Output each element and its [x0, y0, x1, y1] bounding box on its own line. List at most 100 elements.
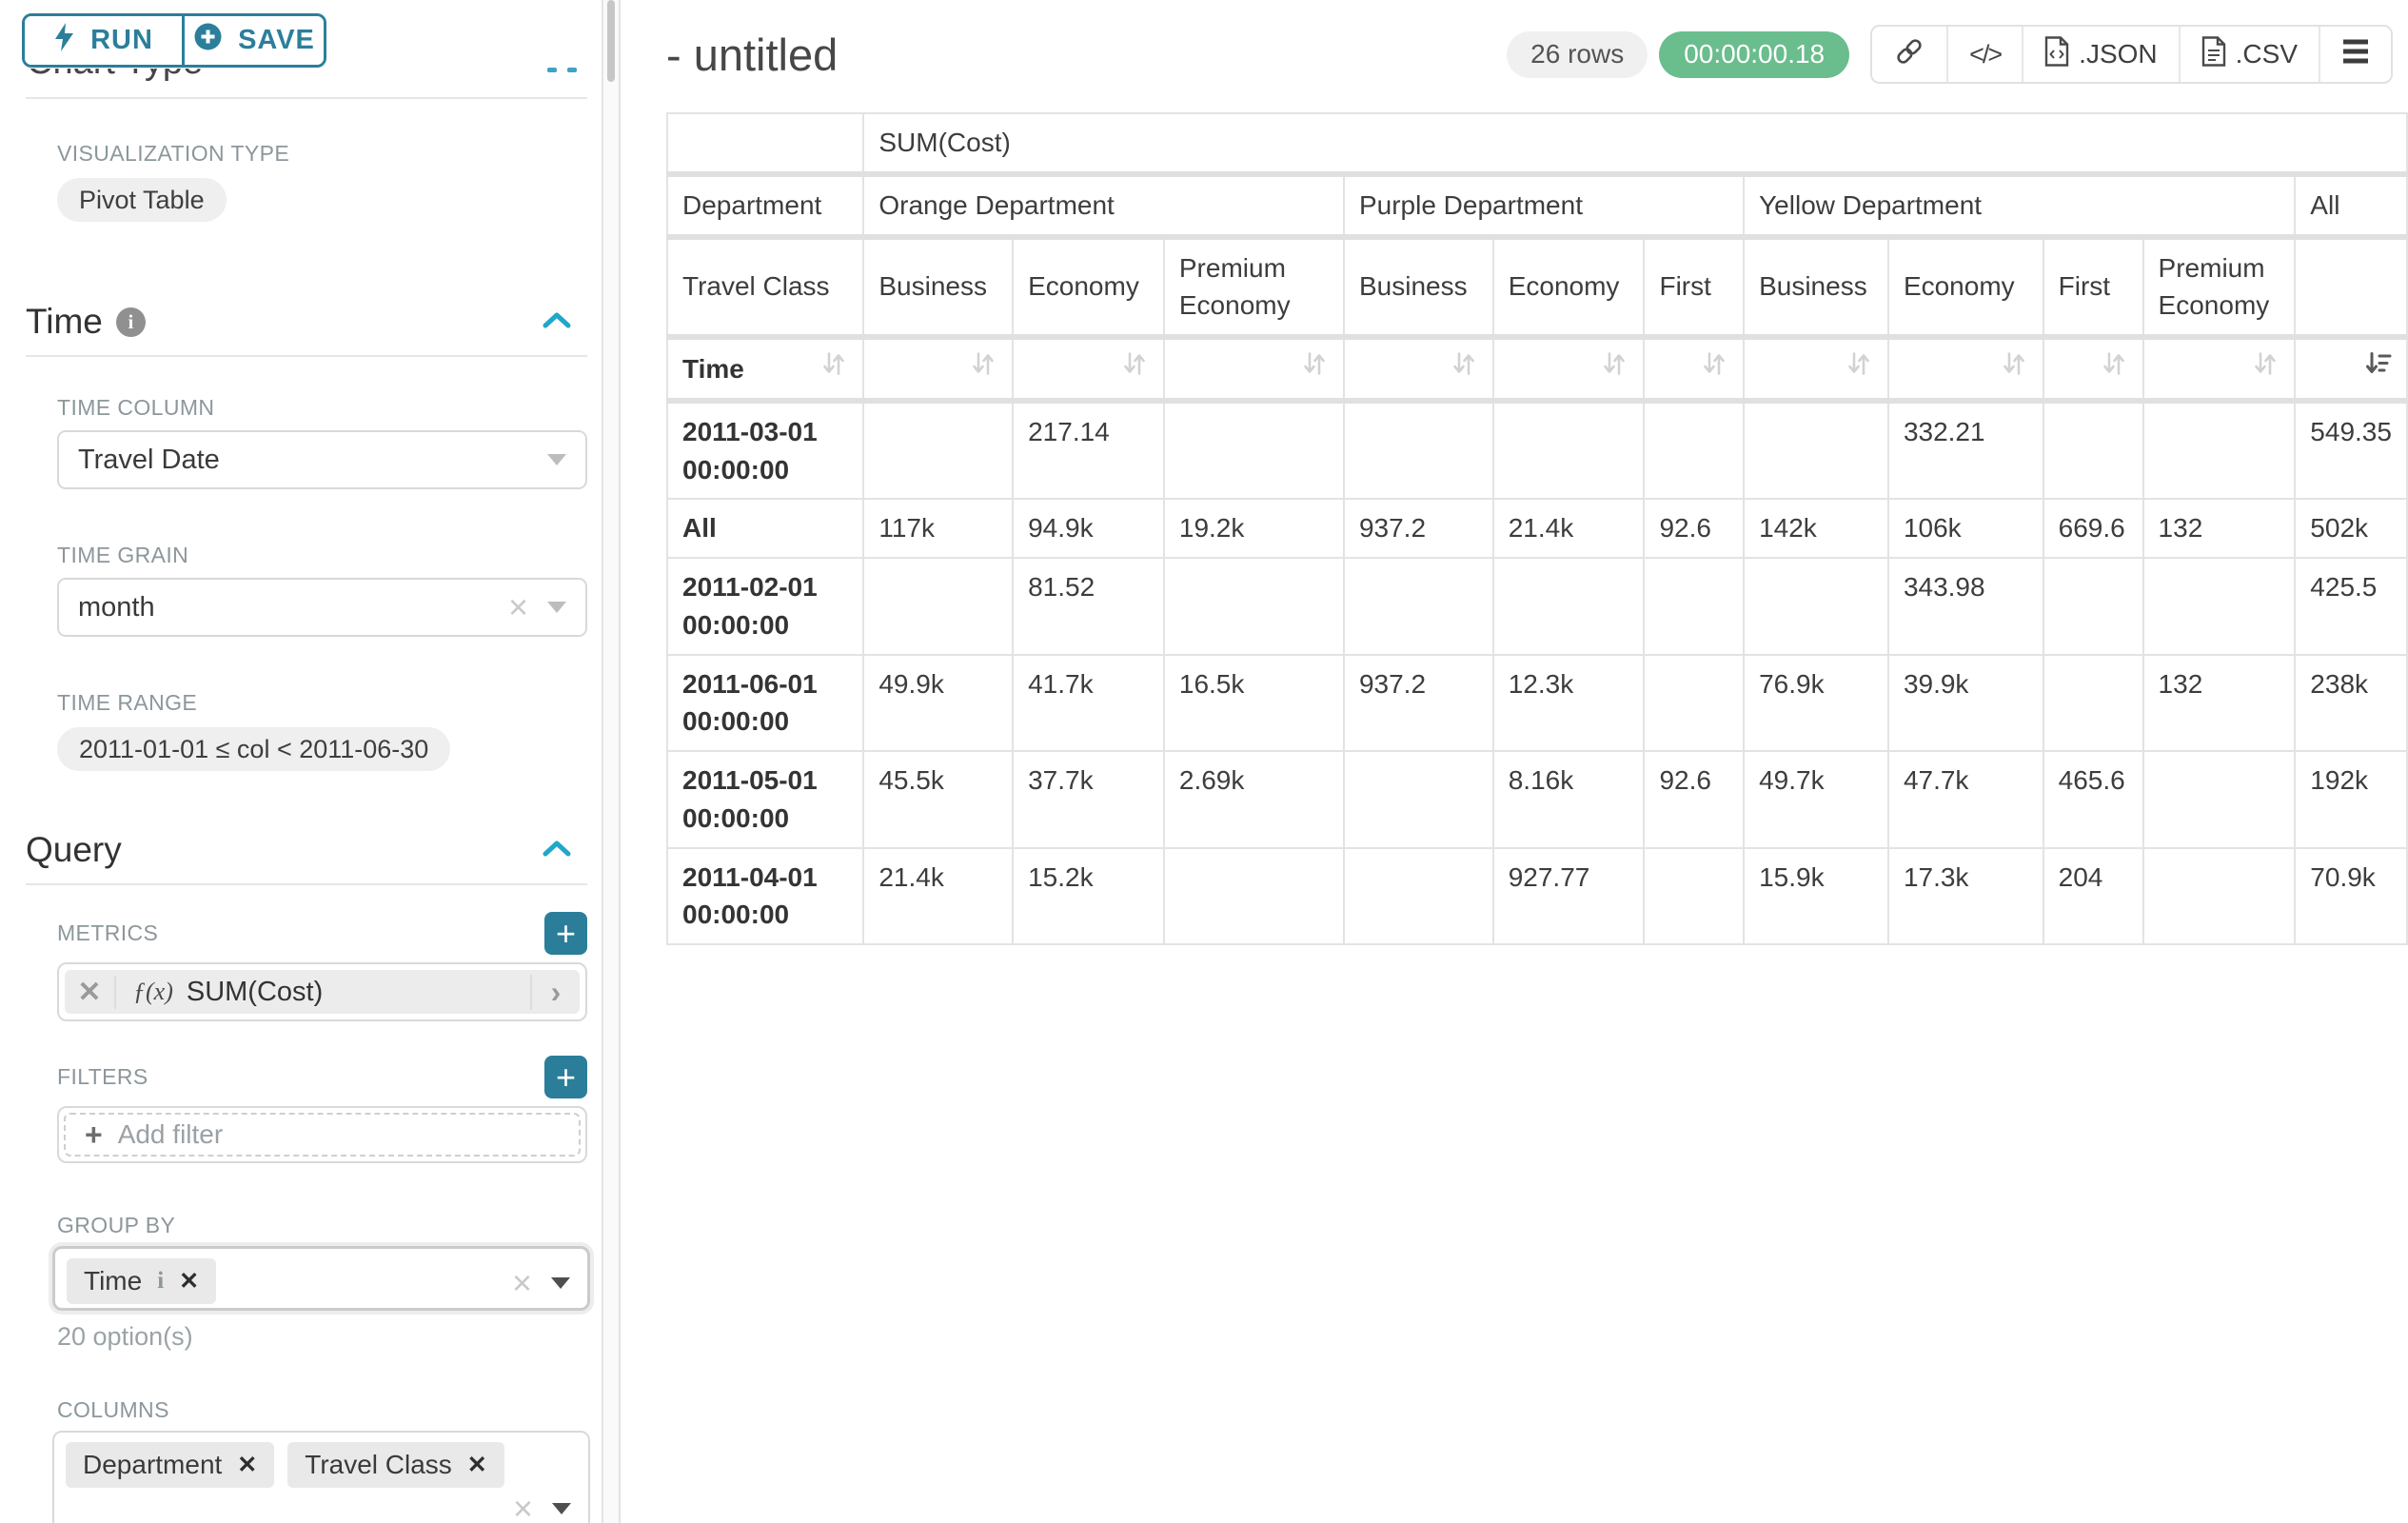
run-button[interactable]: RUN	[25, 16, 185, 65]
csv-button-label: .CSV	[2236, 39, 2298, 69]
viz-type-pill[interactable]: Pivot Table	[57, 178, 227, 222]
sort-icon	[819, 349, 848, 388]
pivot-cell	[2043, 558, 2143, 655]
columns-select[interactable]: Department ✕ Travel Class ✕ ×	[52, 1431, 590, 1523]
pivot-cell: 2.69k	[1164, 751, 1344, 848]
scrollbar-thumb[interactable]	[607, 0, 615, 82]
export-json-button[interactable]: .JSON	[2022, 27, 2178, 82]
pivot-cell	[1344, 558, 1493, 655]
pivot-cell: 937.2	[1344, 655, 1493, 752]
pivot-cell	[1644, 655, 1744, 752]
export-csv-button[interactable]: .CSV	[2179, 27, 2319, 82]
add-filter-button[interactable]: + Add filter	[64, 1113, 581, 1157]
chevron-up-icon[interactable]	[542, 310, 572, 334]
sort-column-button[interactable]	[1644, 337, 1744, 401]
pivot-cell	[1344, 848, 1493, 945]
remove-token-icon[interactable]: ✕	[237, 1451, 257, 1479]
pivot-cell: 217.14	[1013, 401, 1164, 500]
sort-column-button[interactable]	[1888, 337, 2043, 401]
pivot-subgroup-header[interactable]: First	[1644, 237, 1744, 338]
save-button[interactable]: SAVE	[185, 16, 324, 65]
pivot-group-header[interactable]: Yellow Department	[1744, 174, 2295, 237]
chevron-right-icon[interactable]: ›	[530, 975, 580, 1010]
clear-icon[interactable]: ×	[508, 590, 528, 624]
chevron-up-icon[interactable]	[542, 839, 572, 862]
pivot-subgroup-header[interactable]: Economy	[1888, 237, 2043, 338]
pivot-row-label: All	[667, 499, 863, 558]
remove-metric-icon[interactable]: ✕	[65, 976, 116, 1009]
pivot-subgroup-header[interactable]: Economy	[1493, 237, 1645, 338]
pivot-subgroup-header[interactable]: Business	[863, 237, 1013, 338]
pivot-table-container: SUM(Cost)DepartmentOrange DepartmentPurp…	[666, 112, 2408, 945]
pivot-subgroup-header[interactable]: Premium Economy	[1164, 237, 1344, 338]
chevron-down-icon	[551, 1277, 570, 1289]
menu-button[interactable]	[2319, 27, 2391, 82]
pivot-subgroup-header[interactable]: Business	[1744, 237, 1888, 338]
pivot-cell	[1493, 558, 1645, 655]
pivot-cell: 332.21	[1888, 401, 2043, 500]
sort-column-button[interactable]	[1344, 337, 1493, 401]
pivot-cell: 41.7k	[1013, 655, 1164, 752]
add-filter-plus-button[interactable]: +	[544, 1056, 587, 1098]
sort-icon	[1700, 349, 1728, 388]
add-metric-button[interactable]: +	[544, 912, 587, 955]
pivot-cell	[1644, 848, 1744, 945]
sort-column-button[interactable]	[1493, 337, 1645, 401]
view-query-button[interactable]: </>	[1946, 27, 2022, 82]
metric-control[interactable]: ✕ ƒ(x) SUM(Cost) ›	[57, 962, 587, 1021]
pivot-subgroup-header[interactable]: Premium Economy	[2143, 237, 2296, 338]
sort-column-button[interactable]	[2295, 337, 2407, 401]
plus-circle-icon	[193, 22, 223, 59]
pivot-subgroup-header[interactable]: Business	[1344, 237, 1493, 338]
pivot-cell: 8.16k	[1493, 751, 1645, 848]
pivot-cell: 94.9k	[1013, 499, 1164, 558]
panel-resize-gutter[interactable]	[602, 0, 621, 1523]
sort-column-button[interactable]	[1164, 337, 1344, 401]
sort-descending-icon	[2363, 349, 2392, 388]
time-section-header: Time i	[26, 302, 585, 342]
pivot-cell	[2143, 751, 2296, 848]
explore-view: Chart Type RUN SAVE	[0, 0, 2408, 1523]
pivot-row-dimension-header[interactable]: Time	[667, 337, 863, 401]
clear-icon[interactable]: ×	[513, 1492, 533, 1523]
pivot-cell	[1164, 558, 1344, 655]
pivot-cell: 70.9k	[2295, 848, 2407, 945]
pivot-cell: 502k	[2295, 499, 2407, 558]
time-column-select[interactable]: Travel Date	[57, 430, 587, 489]
time-grain-label: TIME GRAIN	[57, 543, 600, 568]
remove-token-icon[interactable]: ✕	[179, 1267, 199, 1296]
pivot-subgroup-header[interactable]: Economy	[1013, 237, 1164, 338]
pivot-group-header[interactable]: Orange Department	[863, 174, 1344, 237]
sort-column-button[interactable]	[2143, 337, 2296, 401]
sort-icon	[1120, 349, 1149, 388]
time-grain-value: month	[78, 592, 155, 623]
pivot-cell: 92.6	[1644, 499, 1744, 558]
columns-token[interactable]: Travel Class ✕	[287, 1442, 504, 1488]
group-by-select[interactable]: Time i ✕ ×	[52, 1246, 590, 1311]
pivot-group-header[interactable]: Purple Department	[1344, 174, 1744, 237]
pivot-row-label: 2011-06-01 00:00:00	[667, 655, 863, 752]
time-range-pill[interactable]: 2011-01-01 ≤ col < 2011-06-30	[57, 727, 450, 771]
query-duration-badge: 00:00:00.18	[1659, 31, 1849, 78]
chart-header: - untitled 26 rows 00:00:00.18 </>	[666, 25, 2393, 84]
pivot-cell	[2143, 401, 2296, 500]
group-by-options-hint: 20 option(s)	[57, 1322, 600, 1352]
sort-column-button[interactable]	[863, 337, 1013, 401]
sort-column-button[interactable]	[2043, 337, 2143, 401]
sort-column-button[interactable]	[1744, 337, 1888, 401]
columns-token[interactable]: Department ✕	[66, 1442, 274, 1488]
clear-icon[interactable]: ×	[512, 1266, 532, 1300]
metric-name: SUM(Cost)	[187, 977, 323, 1008]
chart-title[interactable]: - untitled	[666, 29, 838, 81]
json-button-label: .JSON	[2079, 39, 2157, 69]
pivot-group-header[interactable]: All	[2295, 174, 2407, 237]
sort-column-button[interactable]	[1013, 337, 1164, 401]
pivot-cell	[1744, 401, 1888, 500]
remove-token-icon[interactable]: ✕	[467, 1451, 487, 1479]
chart-header-actions: 26 rows 00:00:00.18 </>	[1507, 25, 2393, 84]
time-grain-select[interactable]: month ×	[57, 578, 587, 637]
copy-link-button[interactable]	[1872, 27, 1946, 82]
group-by-token[interactable]: Time i ✕	[67, 1258, 216, 1304]
pivot-row-label: 2011-04-01 00:00:00	[667, 848, 863, 945]
pivot-subgroup-header[interactable]: First	[2043, 237, 2143, 338]
